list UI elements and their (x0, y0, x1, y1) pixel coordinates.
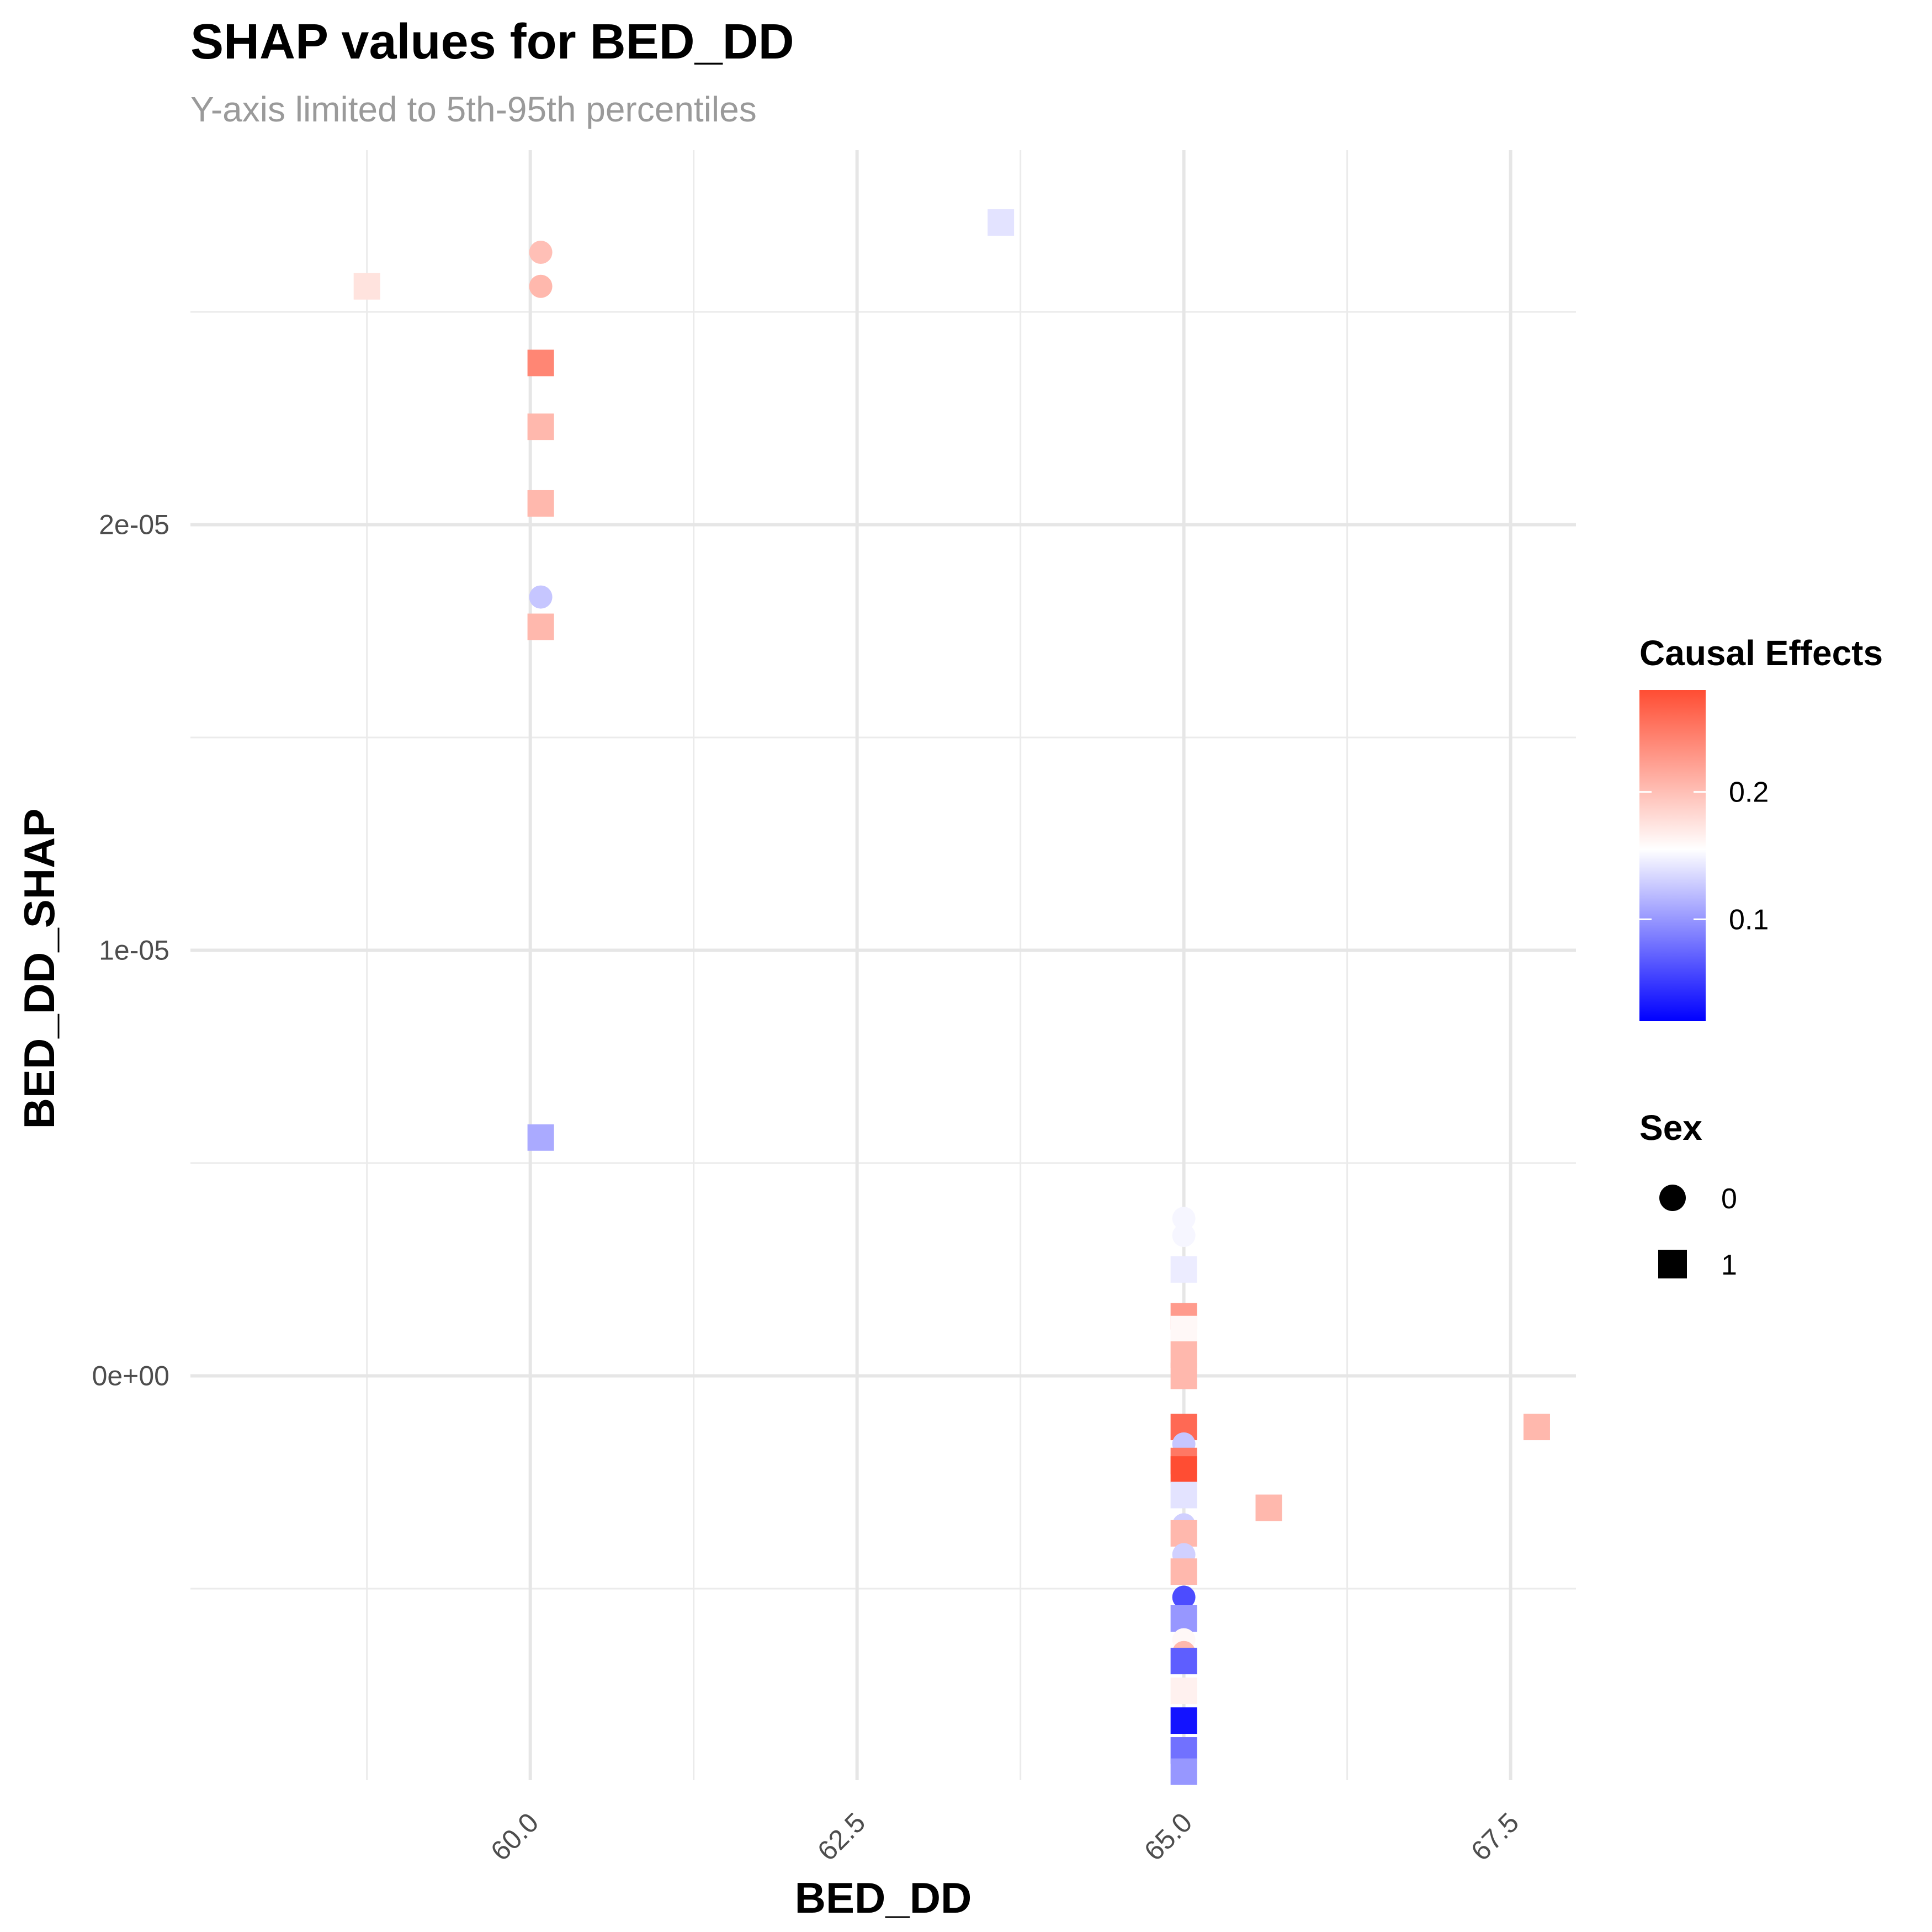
x-tick-label: 62.5 (811, 1807, 871, 1866)
color-legend-ticks: 0.2 0.1 (1639, 777, 1769, 936)
x-tick-label: 67.5 (1465, 1807, 1525, 1866)
data-point-circle (1172, 1585, 1196, 1609)
y-tick-label: 2e-05 (99, 509, 169, 540)
data-point-circle (529, 585, 553, 609)
color-legend-title: Causal Effects (1639, 633, 1883, 673)
chart-title: SHAP values for BED_DD (190, 14, 794, 70)
color-legend-label: 0.1 (1729, 904, 1769, 936)
data-point-square (1170, 1758, 1197, 1785)
data-point-square (527, 1124, 554, 1151)
data-point-circle (1172, 1224, 1196, 1248)
data-points (353, 209, 1550, 1785)
data-point-square (1255, 1494, 1282, 1521)
data-point-square (527, 349, 554, 376)
y-tick-label: 1e-05 (99, 935, 169, 966)
data-point-square (1170, 1678, 1197, 1705)
color-legend-label: 0.2 (1729, 777, 1769, 809)
data-point-circle (529, 274, 553, 298)
y-axis-ticks: 0e+00 1e-05 2e-05 (92, 509, 169, 1391)
chart-subtitle: Y-axis limited to 5th-95th percentiles (190, 89, 757, 129)
color-legend: Causal Effects 0.2 0.1 (1639, 633, 1883, 1021)
shape-legend-label: 0 (1721, 1183, 1737, 1215)
color-legend-bar (1639, 690, 1706, 1021)
data-point-square (527, 490, 554, 517)
x-axis-ticks: 60.0 62.5 65.0 67.5 (485, 1807, 1525, 1866)
grid-lines (190, 150, 1576, 1780)
data-point-square (1170, 1605, 1197, 1632)
data-point-square (1170, 1558, 1197, 1585)
legend-square-icon (1658, 1250, 1687, 1278)
data-point-square (353, 273, 380, 300)
data-point-square (527, 613, 554, 640)
data-point-square (1170, 1707, 1197, 1734)
shape-legend-entries: 01 (1658, 1183, 1737, 1281)
shape-legend-label: 1 (1721, 1249, 1737, 1281)
data-point-square (1170, 1520, 1197, 1547)
y-tick-label: 0e+00 (92, 1361, 169, 1392)
x-tick-label: 60.0 (485, 1807, 544, 1866)
data-point-square (1170, 1648, 1197, 1675)
y-axis-title: BED_DD_SHAP (15, 809, 63, 1129)
data-point-square (527, 413, 554, 440)
data-point-square (988, 209, 1015, 236)
data-point-square (1170, 1482, 1197, 1509)
data-point-square (1170, 1315, 1197, 1342)
data-point-square (1523, 1414, 1550, 1441)
x-axis-title: BED_DD (795, 1873, 972, 1922)
legend-circle-icon (1659, 1185, 1686, 1211)
x-tick-label: 65.0 (1138, 1807, 1198, 1866)
data-point-square (1170, 1456, 1197, 1483)
shape-legend-title: Sex (1639, 1108, 1702, 1148)
data-point-square (1170, 1256, 1197, 1283)
data-point-circle (529, 241, 553, 264)
data-point-square (1170, 1362, 1197, 1389)
shape-legend: Sex 01 (1639, 1108, 1737, 1281)
data-point-circle (1172, 1207, 1196, 1230)
